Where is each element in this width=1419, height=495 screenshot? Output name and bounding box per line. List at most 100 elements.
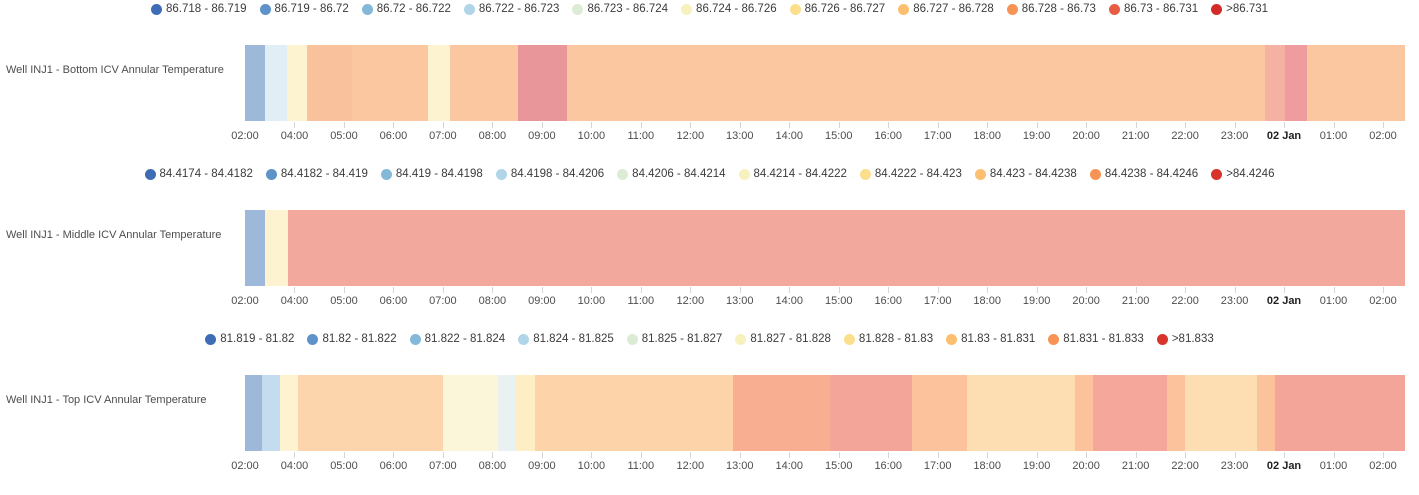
legend-item[interactable]: 81.825 - 81.827 <box>626 333 722 345</box>
legend-item[interactable]: 84.4222 - 84.423 <box>859 168 962 180</box>
heatmap-segment[interactable] <box>829 375 912 451</box>
legend-item[interactable]: 84.4238 - 84.4246 <box>1089 168 1199 180</box>
legend-item[interactable]: >84.4246 <box>1211 168 1274 180</box>
heatmap-segment[interactable] <box>566 45 1265 121</box>
heatmap-segment[interactable] <box>449 45 518 121</box>
heatmap-segment[interactable] <box>1166 375 1185 451</box>
heatmap-segment[interactable] <box>732 375 830 451</box>
axis-label: 11:00 <box>627 460 655 472</box>
legend-dot-icon <box>144 168 156 180</box>
legend-item[interactable]: 86.724 - 86.726 <box>681 3 777 15</box>
axis-tick <box>640 452 642 458</box>
heatmap-segment[interactable] <box>1074 375 1093 451</box>
legend-item[interactable]: 81.831 - 81.833 <box>1048 333 1144 345</box>
heatmap-segment[interactable] <box>1092 375 1167 451</box>
legend-dot-icon <box>789 3 801 15</box>
axis-label: 19:00 <box>1022 130 1051 142</box>
heatmap-segment[interactable] <box>1264 45 1285 121</box>
heatmap-segment[interactable] <box>517 45 567 121</box>
heatmap-segment[interactable] <box>264 45 287 121</box>
legend-item[interactable]: 86.728 - 86.73 <box>1006 3 1096 15</box>
legend-label: 84.4214 - 84.4222 <box>753 168 847 180</box>
legend-item[interactable]: 84.4174 - 84.4182 <box>144 168 253 180</box>
heatmap-segment[interactable] <box>351 45 428 121</box>
legend-item[interactable]: >86.731 <box>1211 3 1268 15</box>
legend-dot-icon <box>617 168 629 180</box>
axis-label: 01:00 <box>1319 130 1348 142</box>
heatmap-segment[interactable] <box>428 45 450 121</box>
heatmap-segment[interactable] <box>1184 375 1257 451</box>
legend-item[interactable]: 81.827 - 81.828 <box>735 333 831 345</box>
legend-dot-icon <box>380 168 392 180</box>
heatmap-segment[interactable] <box>245 45 265 121</box>
legend-item[interactable]: 81.824 - 81.825 <box>518 333 614 345</box>
axis-tick <box>1234 287 1236 293</box>
heatmap-segment[interactable] <box>1274 375 1405 451</box>
legend-item[interactable]: 86.726 - 86.727 <box>789 3 886 15</box>
heatmap-segment[interactable] <box>442 375 498 451</box>
heatmap-segment[interactable] <box>306 45 352 121</box>
heatmap-segment[interactable] <box>262 375 281 451</box>
legend-item[interactable]: 86.718 - 86.719 <box>150 3 247 15</box>
axis-label: 02:00 <box>1369 130 1397 142</box>
legend-item[interactable]: 84.4182 - 84.419 <box>265 168 368 180</box>
axis-tick <box>1333 452 1335 458</box>
axis-label: 21:00 <box>1121 295 1150 307</box>
chart-group-top-icv: 81.819 - 81.82 81.82 - 81.822 81.822 - 81.… <box>0 330 1419 495</box>
heatmap-segment[interactable] <box>245 210 265 286</box>
axis-tick <box>937 287 939 293</box>
heatmap-segment[interactable] <box>911 375 967 451</box>
axis-tick <box>1284 452 1286 458</box>
legend-item[interactable]: 86.727 - 86.728 <box>898 3 994 15</box>
legend-item[interactable]: 86.72 - 86.722 <box>361 3 451 15</box>
legend-item[interactable]: 81.822 - 81.824 <box>409 333 505 345</box>
legend-item[interactable]: 84.419 - 84.4198 <box>380 168 483 180</box>
axis-tick <box>690 287 692 293</box>
axis-label: 12:00 <box>676 130 705 142</box>
axis-label: 15:00 <box>824 460 853 472</box>
axis-label: 14:00 <box>775 295 804 307</box>
heatmap-segment[interactable] <box>245 375 263 451</box>
heatmap-segment[interactable] <box>264 210 288 286</box>
legend-dot-icon <box>1156 333 1168 345</box>
heatmap-segment[interactable] <box>1306 45 1405 121</box>
heatmap-segment[interactable] <box>534 375 733 451</box>
legend-item[interactable]: 84.423 - 84.4238 <box>974 168 1077 180</box>
axis-tick <box>1086 452 1088 458</box>
heatmap-segment[interactable] <box>286 45 307 121</box>
heatmap-segment[interactable] <box>1256 375 1275 451</box>
legend-item[interactable]: 81.819 - 81.82 <box>205 333 294 345</box>
legend-dot-icon <box>681 3 693 15</box>
heatmap-segment[interactable] <box>966 375 1075 451</box>
legend-item[interactable]: 86.723 - 86.724 <box>572 3 668 15</box>
legend-item[interactable]: 86.719 - 86.72 <box>259 3 349 15</box>
legend-item[interactable]: 84.4214 - 84.4222 <box>738 168 847 180</box>
legend-item[interactable]: 81.82 - 81.822 <box>307 333 397 345</box>
axis-label: 02 Jan <box>1266 130 1302 142</box>
axis-tick <box>1036 452 1038 458</box>
legend-item[interactable]: 81.83 - 81.831 <box>946 333 1035 345</box>
legend-item[interactable]: 84.4198 - 84.4206 <box>495 168 604 180</box>
legend-label: >81.833 <box>1171 333 1214 345</box>
heatmap-segment[interactable] <box>515 375 535 451</box>
axis-label: 14:00 <box>775 460 804 472</box>
legend-item[interactable]: 84.4206 - 84.4214 <box>617 168 726 180</box>
axis-tick <box>739 287 741 293</box>
legend-label: 86.726 - 86.727 <box>804 3 886 15</box>
legend-item[interactable]: 86.722 - 86.723 <box>463 3 559 15</box>
heatmap-segment[interactable] <box>297 375 443 451</box>
axis-label: 05:00 <box>330 460 358 472</box>
legend-label: 84.4238 - 84.4246 <box>1104 168 1199 180</box>
legend-item[interactable]: 81.828 - 81.83 <box>843 333 933 345</box>
legend-label: 86.728 - 86.73 <box>1021 3 1096 15</box>
legend-dot-icon <box>1211 168 1223 180</box>
x-axis-middle-icv: 02:00 04:00 05:00 06:00 07:00 08:00 09:00 10:00… <box>231 286 1397 316</box>
heatmap-segment[interactable] <box>1284 45 1307 121</box>
heatmap-segment[interactable] <box>497 375 515 451</box>
heatmap-segment[interactable] <box>287 210 1405 286</box>
legend-item[interactable]: 86.73 - 86.731 <box>1108 3 1198 15</box>
heatmap-segment[interactable] <box>280 375 298 451</box>
legend-dot-icon <box>572 3 584 15</box>
axis-tick <box>838 287 840 293</box>
legend-item[interactable]: >81.833 <box>1156 333 1214 345</box>
